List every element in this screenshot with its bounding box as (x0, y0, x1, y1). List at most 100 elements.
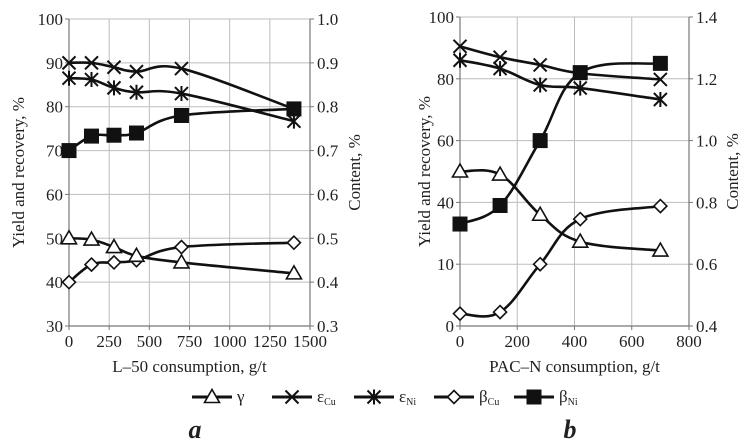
x-tick-label: 500 (137, 332, 163, 351)
data-point-bNi (83, 128, 99, 144)
y-axis-title-right: Content, % (723, 133, 742, 210)
y-tick-label: 60 (437, 132, 454, 151)
data-point-gamma (651, 241, 670, 257)
data-point-bNi (532, 133, 548, 149)
legend-symbol: β (559, 387, 568, 406)
data-point-gamma (451, 162, 469, 178)
x-tick-label: 1000 (213, 332, 247, 351)
y-tick-label: 80 (46, 98, 63, 117)
data-point-eNi (492, 61, 508, 77)
data-point-eNi (61, 70, 77, 86)
data-point-eCu (286, 101, 302, 117)
series-line-gamma (459, 169, 661, 252)
y2-tick-label: 1.2 (696, 70, 717, 89)
legend-marker-bNi (526, 389, 542, 405)
x-tick-label: 1250 (253, 332, 287, 351)
legend-subscript: Cu (488, 397, 500, 408)
legend-subscript: Cu (324, 397, 336, 408)
series-gamma (451, 162, 670, 257)
y-axis-title-right: Content, % (345, 134, 364, 211)
x-tick-label: 0 (65, 332, 74, 351)
legend-marker-eCu (284, 389, 300, 405)
legend-item-eNi: εNi (354, 387, 416, 408)
y2-tick-label: 1.0 (696, 132, 717, 151)
x-tick-label: 800 (676, 332, 702, 351)
y2-tick-label: 0.7 (317, 142, 339, 161)
series-eNi (452, 52, 668, 108)
data-point-bCu (83, 256, 100, 273)
data-point-bCu (173, 239, 190, 255)
data-point-eNi (84, 72, 99, 88)
data-point-eNi (573, 80, 588, 96)
data-point-bCu (492, 304, 508, 320)
data-point-gamma (105, 237, 123, 254)
y2-tick-label: 0.6 (696, 255, 717, 274)
legend-label: εNi (399, 387, 416, 408)
x-tick-label: 750 (177, 332, 203, 351)
legend-item-bCu: βCu (434, 387, 499, 408)
x-tick-label: 1500 (293, 332, 327, 351)
data-point-eCu (106, 60, 122, 75)
data-point-eCu (573, 66, 588, 81)
y-tick-label: 40 (437, 193, 454, 212)
legend-marker-eNi (366, 389, 382, 405)
legend-label: γ (236, 387, 245, 406)
series-gamma (60, 229, 303, 280)
data-point-gamma (491, 165, 509, 181)
data-point-gamma (571, 232, 590, 248)
legend-symbol: ε (317, 387, 324, 406)
data-point-bNi (652, 55, 668, 71)
y-tick-label: 60 (46, 185, 63, 204)
data-point-eCu (653, 72, 668, 87)
data-point-eCu (492, 49, 508, 65)
x-tick-label: 0 (456, 332, 465, 351)
series-bCu (452, 198, 669, 322)
data-point-eCu (174, 61, 189, 76)
legend-label: βCu (479, 387, 499, 408)
data-point-bNi (452, 216, 468, 232)
y-tick-label: 80 (437, 70, 454, 89)
series-bNi (61, 101, 302, 159)
legend-marker-bCu (446, 389, 462, 405)
legend-item-gamma: γ (192, 387, 245, 406)
data-point-bCu (532, 256, 548, 272)
series-eCu (452, 39, 668, 87)
x-axis-title: PAC–N consumption, g/t (489, 357, 660, 376)
data-point-eNi (532, 77, 548, 93)
y2-tick-label: 0.8 (317, 98, 338, 117)
data-point-bNi (106, 127, 122, 143)
data-point-eNi (174, 86, 189, 102)
legend-item-bNi: βNi (514, 387, 578, 408)
data-point-bCu (652, 198, 669, 214)
data-point-bNi (492, 197, 508, 213)
data-point-eNi (653, 92, 668, 108)
y-tick-label: 10 (437, 255, 454, 274)
y-tick-label: 100 (38, 10, 64, 29)
chart-a: 30 40 50 60 70 80 90 100 0.3 0.4 0.5 0.6 0.7 0.8 0.9 1.… (9, 10, 364, 444)
x-axis-title: L–50 consumption, g/t (112, 357, 267, 376)
y-axis-title-left: Yield and recovery, % (415, 96, 434, 247)
data-point-bCu (286, 235, 302, 251)
y2-tick-label: 1.0 (317, 10, 338, 29)
data-point-bCu (106, 254, 122, 271)
y2-tick-label: 0.4 (317, 273, 339, 292)
data-point-bCu (572, 211, 588, 227)
data-point-gamma (60, 229, 78, 245)
series-eCu (61, 55, 302, 117)
legend: γ εCu εNi βCu βNi (192, 387, 578, 408)
legend-symbol: γ (236, 387, 245, 406)
data-point-gamma (172, 253, 191, 269)
y2-tick-label: 0.6 (317, 185, 338, 204)
y2-tick-label: 0.3 (317, 317, 338, 336)
y2-tick-label: 1.4 (696, 8, 718, 27)
panel-label: b (564, 415, 577, 444)
y-tick-label: 30 (46, 317, 63, 336)
series-eNi (61, 70, 302, 129)
data-point-bNi (61, 143, 77, 159)
data-point-gamma (531, 205, 550, 222)
data-point-gamma (285, 264, 303, 280)
y-tick-label: 40 (46, 273, 63, 292)
series-bNi (452, 55, 668, 232)
data-point-bCu (452, 306, 468, 322)
y-tick-label: 100 (429, 8, 455, 27)
